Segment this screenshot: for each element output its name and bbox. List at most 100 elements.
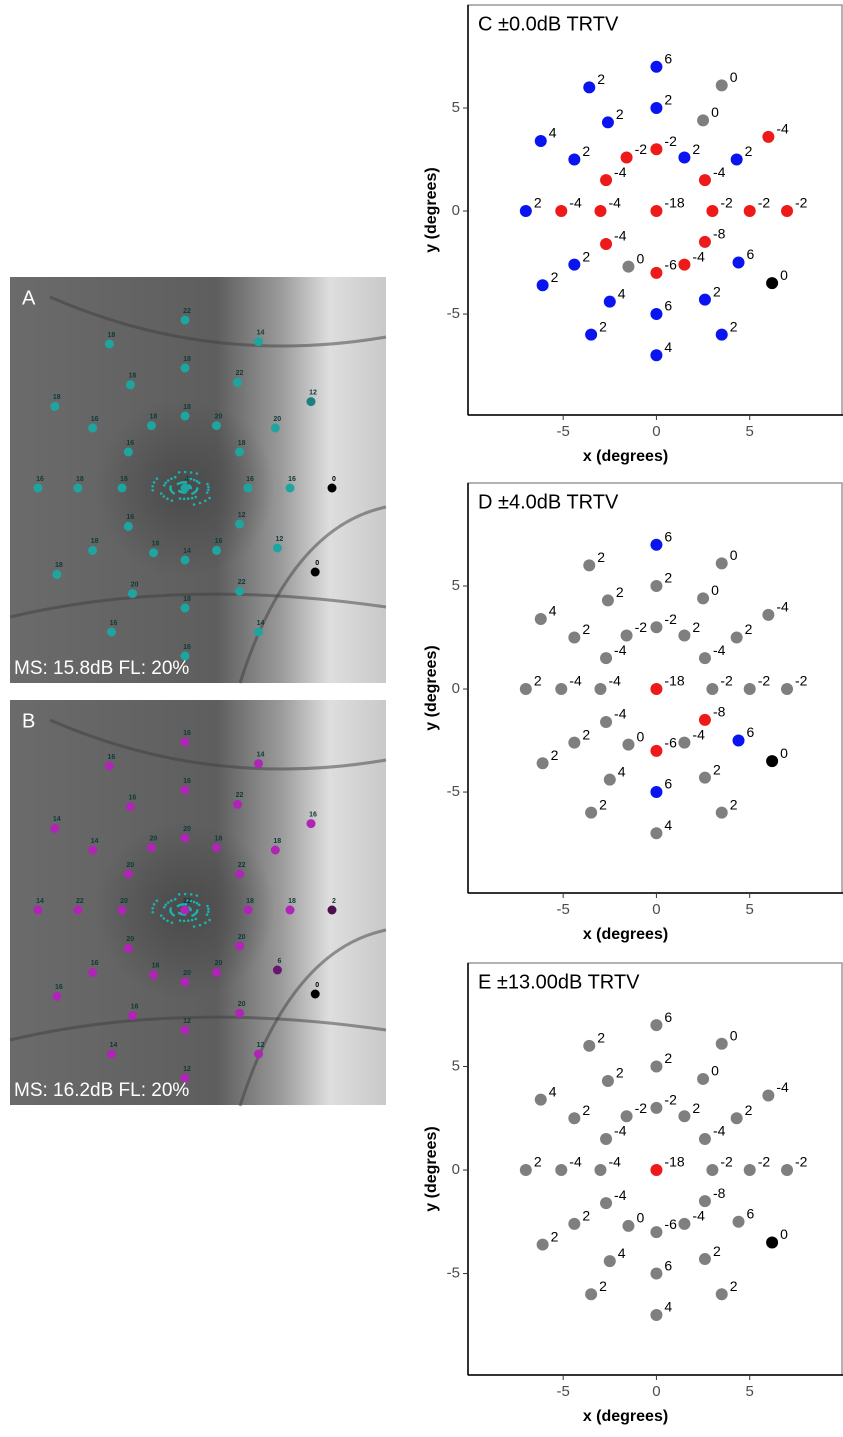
point-label: 4: [664, 817, 672, 833]
point-label: 18: [152, 541, 160, 548]
test-point: [650, 102, 662, 114]
point-label: -4: [614, 1187, 627, 1203]
test-point: [762, 609, 774, 621]
test-point: [271, 424, 280, 433]
point-label: -4: [569, 1154, 582, 1170]
test-point: [311, 568, 320, 577]
test-point: [88, 546, 97, 555]
x-tick-label: 0: [652, 901, 660, 918]
point-label: 0: [636, 1210, 644, 1226]
test-point: [181, 316, 190, 325]
test-point: [716, 1038, 728, 1050]
point-label: 20: [238, 934, 246, 941]
point-label: 20: [215, 413, 223, 420]
test-point: [235, 942, 244, 951]
x-axis-label: x (degrees): [583, 448, 668, 465]
point-label: 16: [91, 960, 99, 967]
test-point: [124, 522, 133, 531]
panel-title: D ±4.0dB TRTV: [478, 491, 619, 513]
x-tick-label: -5: [556, 1383, 569, 1400]
point-label: 6: [747, 1205, 755, 1221]
test-point: [537, 279, 549, 291]
test-point: [181, 364, 190, 373]
point-label: 2: [664, 1050, 672, 1066]
test-point: [650, 683, 662, 695]
point-label: 12: [309, 389, 317, 396]
test-point: [650, 580, 662, 592]
fixation-dot: [167, 901, 170, 904]
point-label: 0: [730, 69, 738, 85]
point-label: 16: [309, 811, 317, 818]
point-label: 22: [183, 898, 191, 905]
test-point: [602, 116, 614, 128]
x-tick-label: 5: [746, 901, 754, 918]
point-label: 14: [257, 620, 265, 627]
panel-title: E ±13.00dB TRTV: [478, 971, 640, 993]
fixation-dot: [170, 899, 173, 902]
test-point: [650, 61, 662, 73]
test-point: [535, 613, 547, 625]
test-point: [568, 1218, 580, 1230]
point-label: 4: [185, 476, 189, 483]
test-point: [105, 762, 114, 771]
point-label: -4: [569, 673, 582, 689]
point-label: -4: [692, 1208, 705, 1224]
test-point: [600, 716, 612, 728]
fixation-dot: [206, 913, 209, 916]
test-point: [678, 737, 690, 749]
point-label: -2: [795, 673, 808, 689]
point-label: 2: [597, 71, 605, 87]
point-label: 4: [618, 763, 626, 779]
point-label: -2: [758, 195, 771, 211]
fixation-dot: [207, 911, 210, 914]
point-label: 2: [582, 726, 590, 742]
point-label: 2: [599, 1278, 607, 1294]
point-label: 4: [618, 285, 626, 301]
test-point: [602, 1075, 614, 1087]
test-point: [697, 1073, 709, 1085]
test-point: [678, 259, 690, 271]
fixation-dot: [196, 480, 199, 483]
point-label: 16: [91, 416, 99, 423]
point-label: 2: [713, 761, 721, 777]
point-label: 0: [315, 560, 319, 567]
x-tick-label: 0: [652, 1383, 660, 1400]
test-point: [307, 397, 316, 406]
test-point: [233, 378, 242, 387]
point-label: 14: [36, 898, 44, 905]
point-label: -2: [720, 195, 733, 211]
point-label: 4: [549, 1083, 557, 1099]
test-point: [520, 1164, 532, 1176]
point-label: 0: [332, 476, 336, 483]
point-label: 20: [238, 1001, 246, 1008]
point-label: -2: [795, 1154, 808, 1170]
y-tick-label: 0: [452, 1161, 460, 1178]
point-label: -4: [614, 1123, 627, 1139]
fixation-dot: [183, 498, 186, 501]
point-label: 0: [636, 728, 644, 744]
test-point: [124, 870, 133, 879]
test-point: [706, 683, 718, 695]
test-point: [149, 970, 158, 979]
fixation-dot: [190, 478, 193, 481]
point-label: -6: [664, 735, 677, 751]
test-point: [781, 683, 793, 695]
test-point: [181, 978, 190, 987]
panel-title: C ±0.0dB TRTV: [478, 13, 619, 35]
point-label: 18: [108, 332, 116, 339]
test-point: [286, 484, 295, 493]
point-label: 2: [730, 1278, 738, 1294]
point-label: 12: [276, 536, 284, 543]
fixation-dot: [196, 902, 199, 905]
test-point: [181, 604, 190, 613]
test-point: [181, 906, 190, 915]
point-label: -2: [758, 673, 771, 689]
fixation-dot: [196, 472, 199, 475]
point-label: 6: [664, 51, 672, 67]
point-label: 22: [183, 308, 191, 315]
test-point: [699, 1253, 711, 1265]
point-label: 22: [238, 862, 246, 869]
point-label: 16: [126, 440, 134, 447]
point-label: 16: [129, 795, 137, 802]
fixation-dot: [177, 483, 180, 486]
